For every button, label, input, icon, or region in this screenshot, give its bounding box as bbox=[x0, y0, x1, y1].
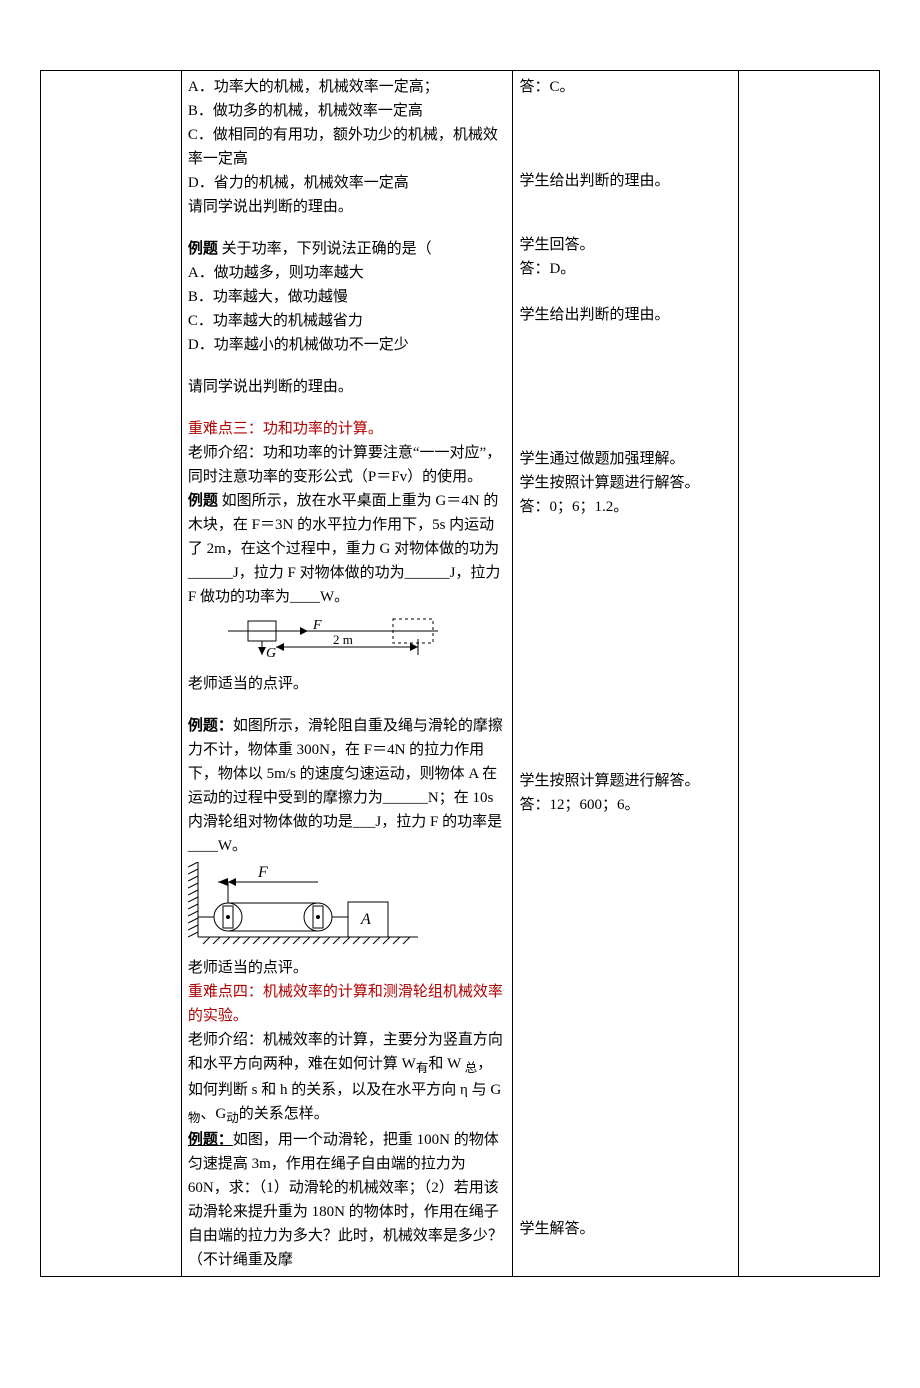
teacher-comment-2: 老师适当的点评。 bbox=[188, 956, 507, 980]
col-student-response: 答：C。 学生给出判断的理由。 学生回答。 答：D。 学生给出判断的理由。 学生… bbox=[513, 71, 739, 1277]
ans2-reason: 学生给出判断的理由。 bbox=[519, 303, 732, 327]
section4-intro: 老师介绍：机械效率的计算，主要分为竖直方向和水平方向两种，难在如何计算 W有和 … bbox=[188, 1028, 507, 1128]
q5-stem-line: 例题：如图，用一个动滑轮，把重 100N 的物体匀速提高 3m，作用在绳子自由端… bbox=[188, 1128, 507, 1272]
section3-title: 重难点三：功和功率的计算。 bbox=[188, 417, 507, 441]
sec4-text-d: 、G bbox=[200, 1106, 226, 1122]
q1-option-b: B．做功多的机械，机械效率一定高 bbox=[188, 99, 507, 123]
page: A．功率大的机械，机械效率一定高； B．做功多的机械，机械效率一定高 C．做相同… bbox=[0, 0, 920, 1388]
col-blank-right bbox=[739, 71, 880, 1277]
q4-label: 例题： bbox=[188, 718, 233, 734]
q4-student-b: 答：12；600；6。 bbox=[519, 793, 732, 817]
sec4-text-b: 和 W bbox=[428, 1056, 464, 1072]
ans2-head: 学生回答。 bbox=[519, 233, 732, 257]
sec4-text-e: 的关系怎样。 bbox=[239, 1106, 329, 1122]
teacher-comment-1: 老师适当的点评。 bbox=[188, 672, 507, 696]
ans2: 答：D。 bbox=[519, 257, 732, 281]
lesson-table: A．功率大的机械，机械效率一定高； B．做功多的机械，机械效率一定高 C．做相同… bbox=[40, 70, 880, 1277]
sec4-sub4: 动 bbox=[226, 1111, 239, 1125]
q3-stem-line: 例题 如图所示，放在水平桌面上重为 G＝4N 的木块，在 F＝3N 的水平拉力作… bbox=[188, 489, 507, 609]
q5-student-a: 学生解答。 bbox=[519, 1217, 732, 1241]
q2-stem-line: 例题 关于功率，下列说法正确的是（ bbox=[188, 237, 507, 261]
q4-stem-line: 例题：如图所示，滑轮阻自重及绳与滑轮的摩擦力不计，物体重 300N，在 F＝4N… bbox=[188, 714, 507, 858]
q3-stem: 如图所示，放在水平桌面上重为 G＝4N 的木块，在 F＝3N 的水平拉力作用下，… bbox=[188, 493, 501, 605]
q5-stem: 如图，用一个动滑轮，把重 100N 的物体匀速提高 3m，作用在绳子自由端的拉力… bbox=[188, 1132, 503, 1268]
q2-option-a: A．做功越多，则功率越大 bbox=[188, 261, 507, 285]
q2-option-b: B．功率越大，做功越慢 bbox=[188, 285, 507, 309]
col-teacher-content: A．功率大的机械，机械效率一定高； B．做功多的机械，机械效率一定高 C．做相同… bbox=[181, 71, 513, 1277]
diagram1-G-label: G bbox=[266, 646, 276, 661]
q5-label: 例题： bbox=[188, 1132, 233, 1148]
section4-title: 重难点四：机械效率的计算和测滑轮组机械效率的实验。 bbox=[188, 980, 507, 1028]
sec4-sub2: 总 bbox=[465, 1061, 478, 1075]
diagram-pulley-icon: F A bbox=[188, 862, 418, 952]
sec4-sub3: 物 bbox=[188, 1111, 201, 1125]
diagram-block-on-table-icon: F G 2 m bbox=[218, 613, 448, 668]
q1-option-a: A．功率大的机械，机械效率一定高； bbox=[188, 75, 507, 99]
sec3-student-a: 学生通过做题加强理解。 bbox=[519, 447, 732, 471]
q1-option-d: D．省力的机械，机械效率一定高 bbox=[188, 171, 507, 195]
q2-option-d: D．功率越小的机械做功不一定少 bbox=[188, 333, 507, 357]
sec3-student-c: 答：0；6；1.2。 bbox=[519, 495, 732, 519]
sec3-student-b: 学生按照计算题进行解答。 bbox=[519, 471, 732, 495]
ans1: 答：C。 bbox=[519, 75, 732, 99]
q4-stem: 如图所示，滑轮阻自重及绳与滑轮的摩擦力不计，物体重 300N，在 F＝4N 的拉… bbox=[188, 718, 503, 854]
diagram2-F-label: F bbox=[257, 864, 268, 881]
q2-label: 例题 bbox=[188, 241, 218, 257]
q2-stem: 关于功率，下列说法正确的是（ bbox=[218, 241, 432, 257]
diagram1-F-label: F bbox=[312, 618, 322, 633]
col-blank-left bbox=[41, 71, 182, 1277]
q3-label: 例题 bbox=[188, 493, 218, 509]
diagram2-A-label: A bbox=[360, 911, 371, 928]
q2-option-c: C．功率越大的机械越省力 bbox=[188, 309, 507, 333]
ans1-reason: 学生给出判断的理由。 bbox=[519, 169, 732, 193]
q4-student-a: 学生按照计算题进行解答。 bbox=[519, 769, 732, 793]
section3-intro: 老师介绍：功和功率的计算要注意“一一对应”，同时注意功率的变形公式（P＝Fv）的… bbox=[188, 441, 507, 489]
diagram1-dist-label: 2 m bbox=[333, 632, 353, 647]
q2-reason-prompt: 请同学说出判断的理由。 bbox=[188, 375, 507, 399]
sec4-sub1: 有 bbox=[416, 1061, 429, 1075]
q1-reason-prompt: 请同学说出判断的理由。 bbox=[188, 195, 507, 219]
q1-option-c: C．做相同的有用功，额外功少的机械，机械效率一定高 bbox=[188, 123, 507, 171]
